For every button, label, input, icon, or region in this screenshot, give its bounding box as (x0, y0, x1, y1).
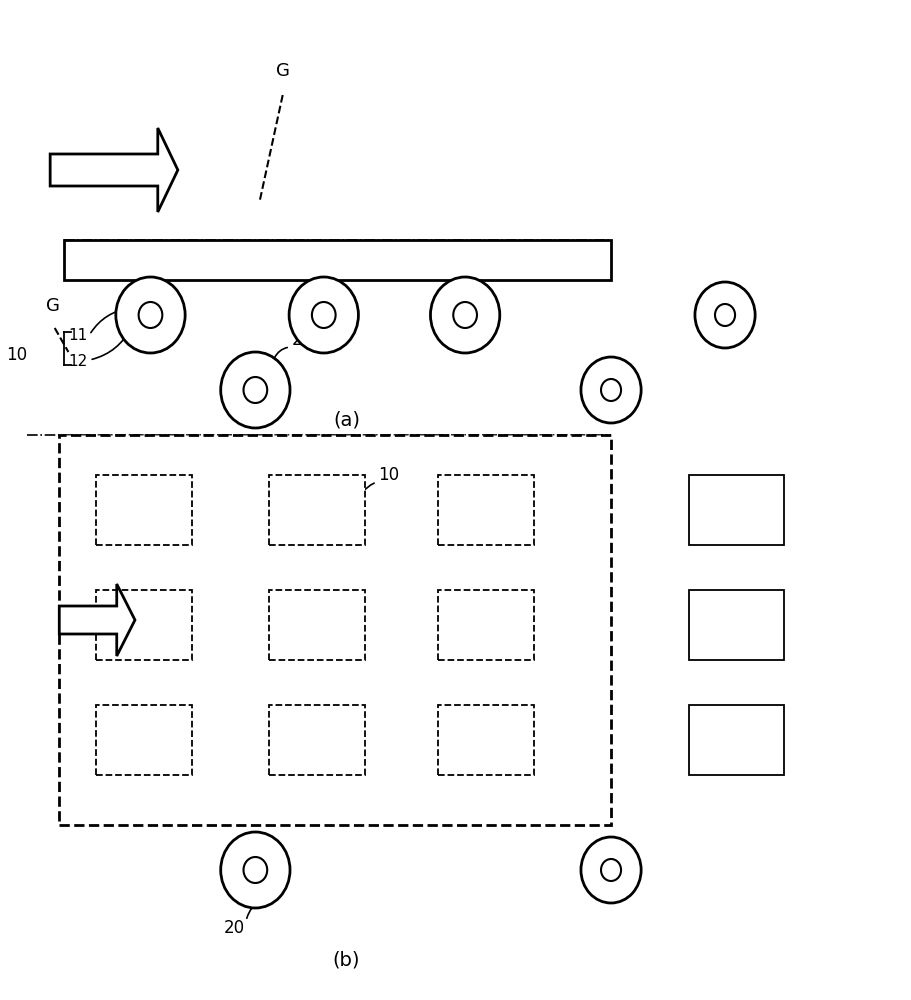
Circle shape (453, 302, 476, 328)
Bar (64, 240, 610, 280)
Text: (a): (a) (333, 410, 360, 430)
Polygon shape (50, 128, 178, 212)
Circle shape (289, 277, 358, 353)
Circle shape (220, 832, 290, 908)
Bar (437, 475, 533, 545)
Bar (688, 590, 783, 660)
Circle shape (430, 277, 499, 353)
Text: 12: 12 (68, 355, 87, 369)
Bar (688, 705, 783, 775)
Circle shape (580, 837, 640, 903)
Text: G: G (46, 297, 60, 315)
Circle shape (220, 352, 290, 428)
Bar (437, 705, 533, 775)
Bar (96, 590, 191, 660)
Circle shape (714, 304, 734, 326)
Circle shape (600, 859, 620, 881)
Circle shape (138, 302, 162, 328)
Bar (269, 590, 364, 660)
Bar (96, 475, 191, 545)
Circle shape (580, 357, 640, 423)
Bar (96, 705, 191, 775)
Text: (b): (b) (333, 950, 360, 970)
Text: 11: 11 (68, 328, 87, 342)
Circle shape (116, 277, 185, 353)
Circle shape (694, 282, 754, 348)
Bar (688, 475, 783, 545)
Bar (269, 705, 364, 775)
Polygon shape (59, 584, 135, 656)
Text: 10: 10 (6, 346, 27, 364)
Circle shape (243, 377, 267, 403)
Circle shape (312, 302, 335, 328)
Bar (269, 475, 364, 545)
Bar (59, 435, 610, 825)
Text: G: G (275, 62, 290, 80)
Text: 20: 20 (223, 919, 244, 937)
Text: 10: 10 (378, 466, 399, 484)
Circle shape (600, 379, 620, 401)
Bar (437, 590, 533, 660)
Circle shape (243, 857, 267, 883)
Text: 20: 20 (292, 331, 312, 349)
